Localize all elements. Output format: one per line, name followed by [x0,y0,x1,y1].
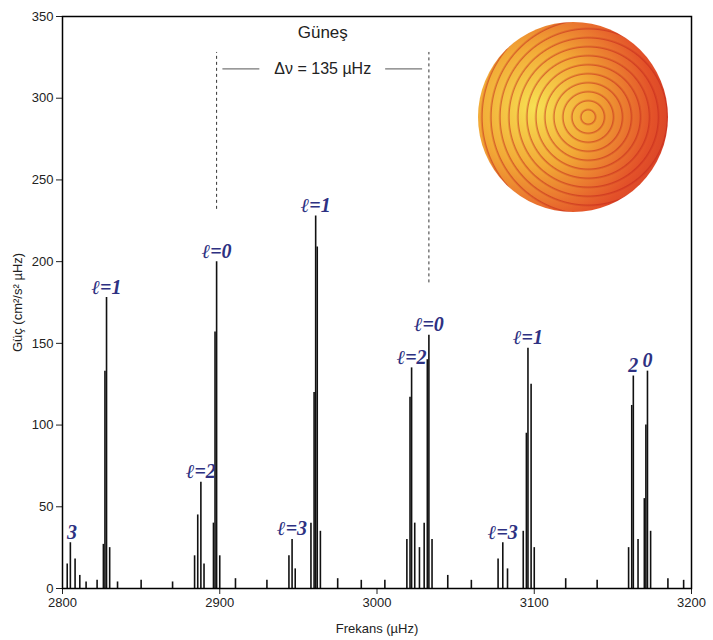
svg-text:2800: 2800 [48,595,77,610]
svg-text:ℓ=3: ℓ=3 [488,521,518,543]
svg-text:0: 0 [46,581,53,596]
svg-text:ℓ=1: ℓ=1 [92,276,122,298]
svg-text:Güneş: Güneş [298,23,348,42]
svg-text:Δν = 135 µHz: Δν = 135 µHz [274,60,371,77]
svg-text:ℓ=3: ℓ=3 [277,517,307,539]
svg-text:ℓ=2: ℓ=2 [397,346,427,368]
svg-text:300: 300 [32,90,54,105]
svg-text:3100: 3100 [520,595,549,610]
svg-text:0: 0 [642,349,652,371]
svg-text:2: 2 [627,354,638,376]
svg-text:2900: 2900 [205,595,234,610]
svg-text:ℓ=1: ℓ=1 [301,194,331,216]
svg-text:50: 50 [39,499,53,514]
svg-text:100: 100 [32,417,54,432]
svg-text:ℓ=2: ℓ=2 [186,460,216,482]
svg-text:ℓ=1: ℓ=1 [513,326,543,348]
svg-text:3: 3 [66,521,77,543]
svg-text:Güç (cm²/s² µHz): Güç (cm²/s² µHz) [10,253,25,352]
svg-text:Frekans (µHz): Frekans (µHz) [336,621,419,636]
svg-text:ℓ=0: ℓ=0 [202,240,232,262]
svg-text:3200: 3200 [677,595,706,610]
svg-text:350: 350 [32,9,54,24]
svg-text:200: 200 [32,254,54,269]
svg-text:3000: 3000 [363,595,392,610]
svg-text:150: 150 [32,336,54,351]
svg-text:250: 250 [32,172,54,187]
svg-text:ℓ=0: ℓ=0 [414,313,444,335]
